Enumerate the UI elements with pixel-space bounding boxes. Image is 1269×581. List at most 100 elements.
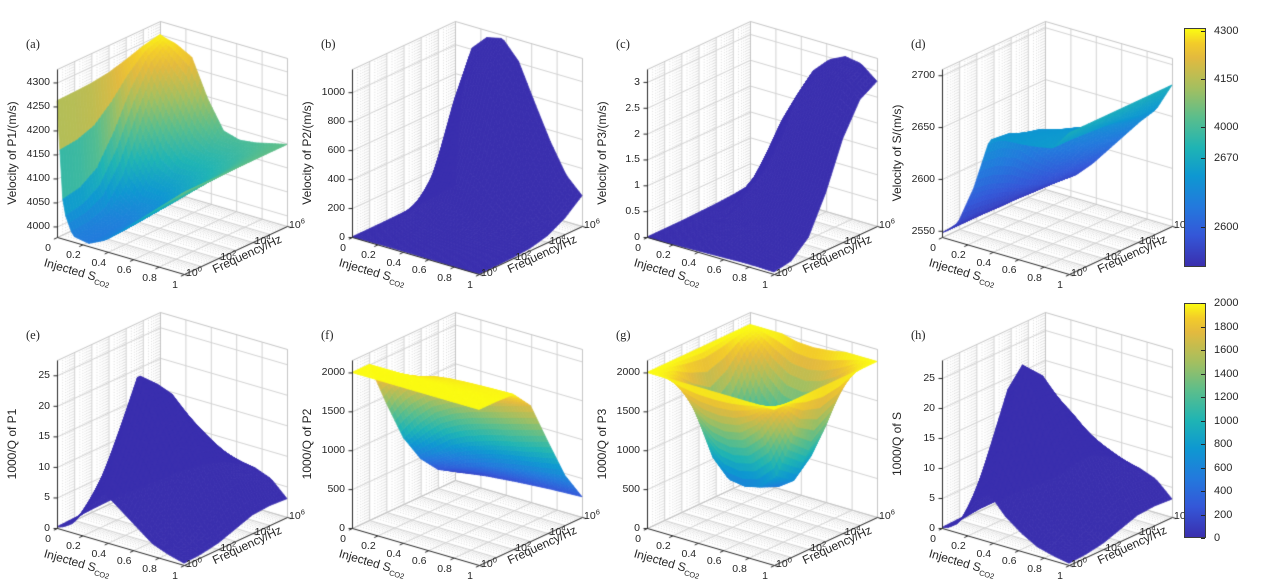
- z-tick-label: 200: [327, 201, 345, 214]
- colorbar-tick-label: 400: [1214, 485, 1233, 497]
- z-tick-label: 1500: [321, 405, 345, 418]
- colorbar-attenuation: 2000 1800 1600 1400 1200 1000 800 600 400 200 0: [1184, 297, 1269, 544]
- x-tick-label: 1: [467, 279, 473, 291]
- x-tick-label: 0.6: [116, 555, 132, 568]
- colorbar-tick: [1201, 514, 1205, 516]
- y-tick-label: 100: [776, 555, 792, 570]
- z-tick-label: 4200: [26, 124, 50, 137]
- surface-plot-canvas-a: [0, 0, 295, 290]
- x-tick-label: 0: [930, 242, 936, 254]
- z-tick-label: 0: [339, 230, 345, 243]
- x-tick-label: 0.2: [656, 540, 671, 553]
- z-tick-label: 1500: [616, 405, 640, 418]
- z-tick-label: 1000: [616, 443, 640, 456]
- x-tick-label: 0.8: [142, 562, 157, 575]
- z-tick-label: 0: [44, 521, 50, 534]
- y-tick-label: 102: [220, 248, 237, 263]
- z-tick-label: 25: [38, 369, 50, 382]
- z-axis-title: 1000/Q of P1: [5, 408, 19, 480]
- z-tick-label: 10: [923, 461, 935, 474]
- surface-plot-canvas-h: [885, 291, 1180, 581]
- x-tick-label: 0.2: [361, 249, 376, 262]
- y-tick-label: 100: [1071, 555, 1087, 570]
- colorbar-tick-label: 600: [1214, 461, 1233, 474]
- colorbar-tick-label: 1200: [1214, 391, 1239, 403]
- x-tick-label: 0.2: [66, 249, 81, 262]
- z-tick-label: 10: [38, 460, 50, 473]
- z-tick-label: 1000: [321, 443, 345, 456]
- x-tick-label: 0.6: [1001, 264, 1017, 277]
- y-tick-label: 102: [515, 248, 532, 263]
- colorbar-tick-label: 2670: [1214, 152, 1239, 165]
- z-axis-title: Velocity of S/(m/s): [890, 104, 904, 202]
- colorbar-tick-label: 1800: [1214, 320, 1239, 333]
- panel-label: (b): [321, 37, 336, 51]
- colorbar-tick-label: 4000: [1214, 121, 1239, 134]
- y-tick-label: 104: [844, 523, 861, 538]
- colorbar-tick-label: 1400: [1214, 367, 1239, 380]
- colorbar-tick: [1201, 444, 1205, 445]
- y-tick-label: 104: [1139, 523, 1156, 538]
- x-tick-label: 0: [45, 533, 51, 545]
- x-tick-label: 0.2: [361, 540, 376, 553]
- x-tick-label: 0.8: [1027, 271, 1042, 284]
- z-tick-label: 0: [929, 521, 935, 534]
- z-tick-label: 2: [634, 127, 640, 140]
- z-tick-label: 0.5: [625, 204, 640, 217]
- colorbar-tick: [1201, 373, 1205, 375]
- z-axis-title: Velocity of P1/(m/s): [5, 101, 19, 205]
- y-tick-label: 104: [549, 523, 566, 538]
- z-axis-title: 1000/Q of S: [890, 411, 904, 477]
- y-tick-label: 102: [810, 248, 827, 263]
- x-tick-label: 1: [467, 570, 473, 581]
- x-tick-label: 0.2: [656, 249, 671, 262]
- x-tick-label: 1: [762, 570, 768, 581]
- y-tick-label: 100: [186, 264, 202, 279]
- z-tick-label: 15: [923, 431, 935, 444]
- x-tick-label: 0: [635, 533, 641, 545]
- z-tick-label: 5: [929, 491, 935, 504]
- colorbar-tick-label: 1600: [1214, 344, 1239, 356]
- surface-plot-canvas-c: [590, 0, 885, 290]
- colorbar-tick: [1201, 30, 1205, 32]
- z-tick-label: 2550: [911, 224, 935, 237]
- x-tick-label: 0.4: [681, 547, 697, 560]
- z-tick-label: 4100: [26, 172, 50, 185]
- panel-label: (h): [911, 328, 926, 342]
- z-tick-label: 4150: [26, 148, 50, 161]
- colorbar-tick-label: 200: [1214, 508, 1233, 521]
- colorbar-tick: [1201, 158, 1205, 160]
- colorbar-gradient: [1184, 303, 1206, 538]
- x-tick-label: 0.2: [951, 540, 966, 553]
- z-tick-label: 800: [327, 114, 345, 127]
- panel-c-velocity-p3: (c) Velocity of P3/(m/s) 0 0.5 1 1.5 2 2.5 3 0 0.2…: [590, 0, 895, 291]
- panel-label: (c): [616, 37, 630, 51]
- z-tick-label: 4000: [26, 220, 50, 233]
- z-tick-label: 2600: [911, 172, 935, 185]
- panel-g-inverse-q-p3: (g) 1000/Q of P3 0 500 1000 1500 2000 0 0.2 0.4 0.…: [590, 291, 895, 581]
- panel-f-inverse-q-p2: (f) 1000/Q of P2 0 500 1000 1500 2000 0 0.2 0.4 0.…: [295, 291, 600, 581]
- z-tick-label: 4050: [26, 196, 50, 209]
- x-tick-label: 1: [762, 279, 768, 291]
- panel-h-inverse-q-s: (h) 1000/Q of S 0 5 10 15 20 25 0 0.2 0.4 0.6 0.8 1 10…: [885, 291, 1190, 581]
- x-tick-label: 0.8: [732, 562, 747, 575]
- colorbar-tick: [1201, 467, 1205, 469]
- z-axis-title: 1000/Q of P3: [595, 408, 609, 480]
- x-tick-label: 0.2: [66, 540, 81, 553]
- colorbar-tick: [1201, 350, 1205, 351]
- x-tick-label: 0.4: [976, 256, 992, 269]
- x-tick-label: 0.4: [386, 547, 402, 560]
- panel-label: (f): [321, 328, 334, 342]
- colorbar-tick: [1201, 303, 1205, 304]
- colorbar-gradient: [1184, 28, 1206, 267]
- colorbar-tick: [1201, 420, 1205, 422]
- x-tick-label: 1: [1057, 570, 1063, 581]
- z-tick-label: 2650: [911, 120, 935, 133]
- x-tick-label: 0: [45, 242, 51, 254]
- colorbar-tick-label: 2000: [1214, 297, 1239, 309]
- z-axis-title: 1000/Q of P2: [300, 408, 314, 480]
- z-tick-label: 4300: [26, 76, 50, 89]
- z-tick-label: 3: [634, 75, 640, 88]
- colorbar-tick-label: 2600: [1214, 221, 1239, 234]
- z-tick-label: 20: [923, 401, 935, 414]
